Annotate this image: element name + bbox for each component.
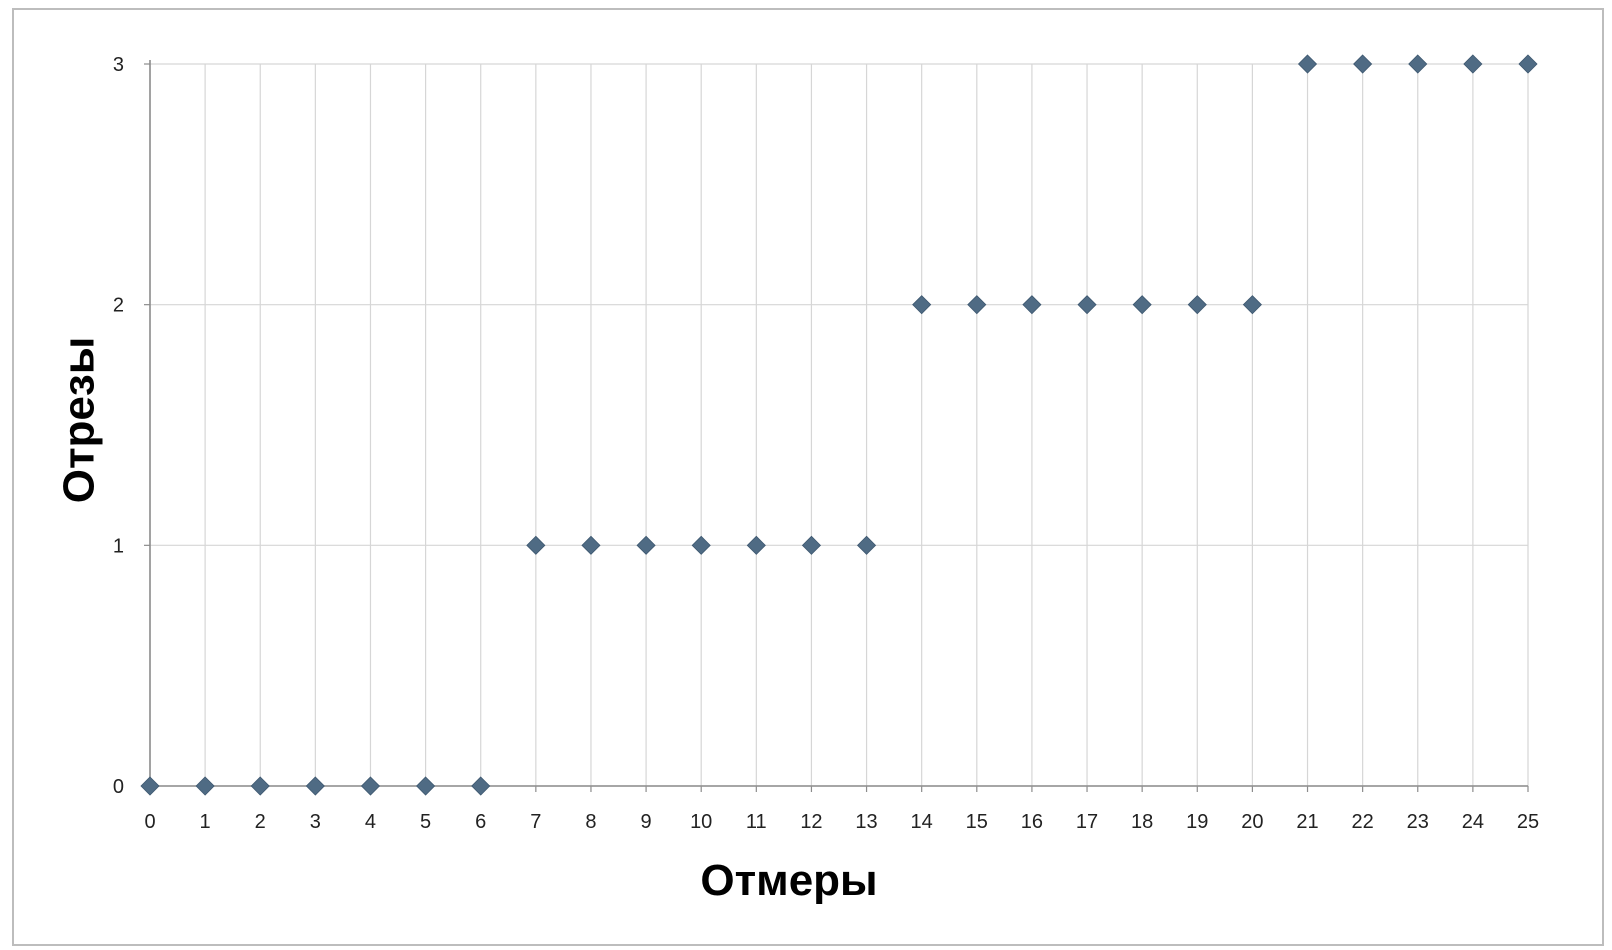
x-tick-label: 11 <box>746 811 767 833</box>
chart-frame <box>12 8 1604 946</box>
data-point <box>856 535 877 555</box>
data-point <box>1242 295 1262 315</box>
x-tick-label: 6 <box>475 811 486 833</box>
x-tick-label: 16 <box>1021 811 1043 833</box>
data-point <box>1297 54 1318 74</box>
grid-lines <box>144 63 1529 792</box>
x-tick-label: 4 <box>365 811 376 833</box>
y-tick-label: 3 <box>113 54 124 76</box>
y-tick-label: 0 <box>113 776 124 798</box>
x-tick-label: 5 <box>420 811 431 833</box>
data-point <box>140 776 160 796</box>
x-tick-label: 13 <box>855 811 877 833</box>
x-tick-label: 2 <box>255 811 266 833</box>
tick-labels: 0 1 2 3 4 5 6 7 8 9 10 11 12 13 14 15 16 17 18 19 20 21 22 23 24… <box>113 54 1539 833</box>
data-point <box>1408 54 1428 74</box>
x-tick-label: 8 <box>585 811 596 833</box>
x-tick-label: 1 <box>200 811 211 833</box>
axes <box>149 60 1528 787</box>
y-axis-title: Отрезы <box>55 337 104 504</box>
data-point <box>1518 54 1538 74</box>
data-point <box>636 535 656 555</box>
data-point <box>1353 54 1373 74</box>
x-tick-label: 24 <box>1462 811 1484 833</box>
y-tick-label: 2 <box>113 295 124 317</box>
x-tick-label: 12 <box>800 811 822 833</box>
data-point <box>912 295 932 315</box>
x-tick-label: 17 <box>1076 811 1098 833</box>
data-point <box>581 535 601 555</box>
x-tick-label: 14 <box>911 811 933 833</box>
x-tick-label: 23 <box>1407 811 1429 833</box>
data-point <box>250 776 270 796</box>
data-point <box>471 776 491 796</box>
x-tick-label: 0 <box>144 811 155 833</box>
data-point <box>1187 295 1207 315</box>
data-point <box>691 535 711 555</box>
x-axis-title: Отмеры <box>700 856 877 905</box>
data-point <box>305 776 325 796</box>
data-point <box>1132 295 1152 315</box>
data-point <box>1463 54 1483 74</box>
y-tick-label: 1 <box>113 535 124 557</box>
data-points <box>140 54 1538 796</box>
x-tick-label: 25 <box>1517 811 1539 833</box>
x-tick-label: 21 <box>1296 811 1318 833</box>
data-point <box>526 535 546 555</box>
x-tick-label: 22 <box>1352 811 1374 833</box>
x-tick-label: 20 <box>1241 811 1263 833</box>
x-tick-label: 19 <box>1186 811 1208 833</box>
x-tick-label: 10 <box>690 811 712 833</box>
x-tick-label: 15 <box>966 811 988 833</box>
data-point <box>360 776 381 796</box>
data-point <box>195 776 215 796</box>
data-point <box>1077 295 1097 315</box>
data-point <box>1022 295 1042 315</box>
x-tick-label: 3 <box>310 811 321 833</box>
data-point <box>801 535 822 555</box>
data-point <box>746 535 766 555</box>
data-point <box>967 295 987 315</box>
x-tick-label: 7 <box>530 811 541 833</box>
x-tick-label: 9 <box>641 811 652 833</box>
data-point <box>416 776 436 796</box>
x-tick-label: 18 <box>1131 811 1153 833</box>
